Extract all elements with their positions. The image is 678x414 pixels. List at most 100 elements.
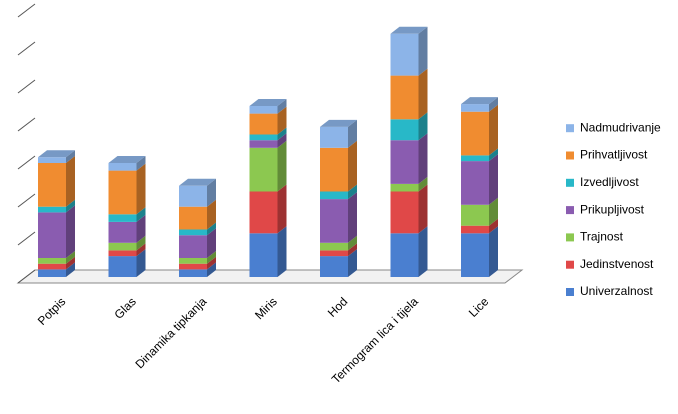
bar-top [179,178,216,186]
bar-side [277,99,287,114]
bar-front [108,170,137,215]
bar-segment [390,226,428,277]
bar-side [418,133,428,184]
bar-side [136,156,146,171]
bar-front [461,233,489,277]
bar-segment [461,148,498,162]
bar-top [249,99,287,106]
bar-side [348,235,357,251]
bar-front [320,242,348,251]
bar-segment [461,97,498,112]
bar-front [320,147,348,192]
bar-top [461,97,498,105]
bar-side [66,199,75,213]
bar-side [277,184,287,234]
bar-segment [38,251,75,264]
x-tick-label: Hod [325,294,350,319]
bar-side [207,228,216,258]
bar-side [277,127,287,141]
bar-side [66,251,75,264]
grid-line [17,155,36,170]
bar-segment [249,184,287,234]
bar-top [108,156,146,163]
legend-label: Prikupljivost [580,202,645,216]
bar-front [38,163,66,207]
bar-front [249,233,278,277]
bar-top [320,119,357,127]
bar-front [38,157,66,163]
bar-segment [179,222,216,236]
bar-side [66,262,75,277]
x-tick-label: Miris [252,294,280,322]
bar-front [249,191,278,234]
bar-segment [390,184,428,234]
bar-front [108,214,137,222]
legend-swatch [566,288,574,296]
bar-front [320,256,348,277]
bar-segment [38,199,75,213]
bar-segment [179,251,216,264]
legend-label: Trajnost [580,230,624,244]
bar-front [38,269,66,277]
bar-segment [179,199,216,230]
bar-segment [390,112,428,141]
bar-segment [179,178,216,207]
bar-segment [179,262,216,277]
legend-swatch [566,124,574,133]
grid-line [17,41,36,56]
bar-side [418,176,428,192]
bar-top [38,150,75,158]
bar-side [489,218,498,234]
bar-side [277,140,287,192]
bar-front [38,258,66,264]
grid-line [17,79,36,94]
bar-front [108,250,137,257]
bar-front [461,225,489,234]
grid-line [17,3,36,18]
x-tick-label: Dinamika tipkanja [132,294,209,371]
bar-top [390,26,428,34]
bar-front [320,126,348,148]
bar-side [348,119,357,148]
bar-front [108,163,137,171]
bar-side [277,133,287,148]
bar-front [390,119,419,141]
legend-label: Univerzalnost [580,284,653,298]
bar-segment [179,256,216,270]
bar-side [136,249,146,277]
legend-label: Jedinstvenost [580,257,654,271]
bar-side [66,150,75,163]
bar-side [136,163,146,215]
bar-segment [108,249,146,277]
bar-segment [320,184,357,200]
bar-front [108,242,137,251]
bar-segment [249,140,287,192]
bar-front [461,104,489,112]
bar-side [66,256,75,270]
bar-side [136,235,146,251]
bar-front [249,113,278,135]
bar-segment [320,249,357,277]
bar-front [249,106,278,114]
bar-front [179,258,207,264]
bar-segment [249,226,287,277]
bar-segment [108,243,146,257]
bar-front [320,199,348,243]
bar-side [418,112,428,141]
bar-front [320,191,348,200]
bar-side [348,192,357,243]
bar-side [489,97,498,112]
legend-label: Izvedljivost [580,175,639,189]
grid-line [17,193,36,208]
bar-front [390,233,419,277]
bar-segment [461,154,498,205]
bar-segment [390,176,428,192]
bar-segment [38,150,75,163]
bar-front [179,263,207,270]
bar-segment [461,104,498,156]
bar-side [207,178,216,207]
bar-front [461,161,489,205]
bar-segment [461,197,498,226]
bar-front [179,229,207,236]
bar-side [489,197,498,226]
